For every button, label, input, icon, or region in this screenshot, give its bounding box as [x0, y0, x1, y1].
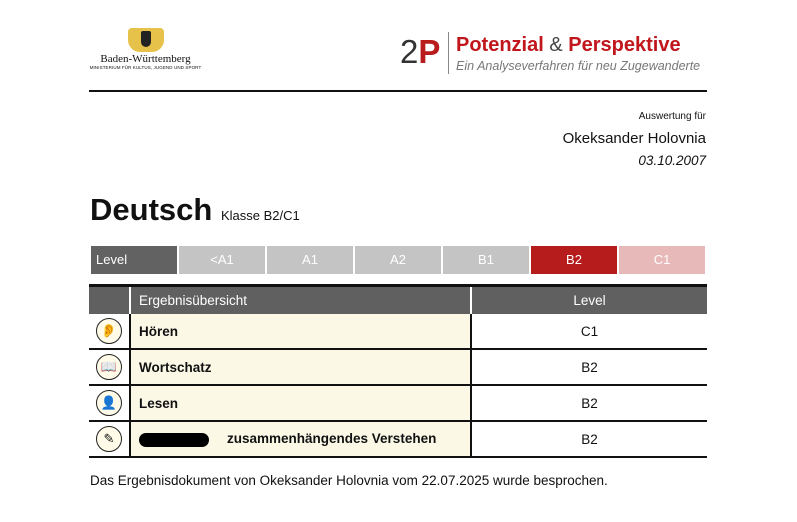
- brand-ampersand: &: [549, 34, 563, 56]
- table-row: 📖 Wortschatz B2: [89, 349, 707, 386]
- header-icon-col: [89, 284, 130, 314]
- level-cell-active: B2: [531, 246, 617, 274]
- ministry-name: Baden-Württemberg: [100, 53, 191, 65]
- skill-level: B2: [471, 421, 707, 458]
- ministry-logo: Baden-Württemberg MINISTERIUM FÜR KULTUS…: [88, 28, 203, 78]
- level-cell: <A1: [179, 246, 265, 274]
- skill-level: C1: [471, 314, 707, 350]
- table-row: ✎ zusammenhängendes Verstehen B2: [89, 421, 707, 458]
- coat-of-arms-icon: [127, 28, 164, 52]
- footer-note: Das Ergebnisdokument von Okeksander Holo…: [90, 473, 608, 488]
- brand-mark-number: 2: [400, 33, 419, 70]
- level-cell: A2: [355, 246, 441, 274]
- skill-name: Lesen: [129, 385, 472, 422]
- evaluation-date: 03.10.2007: [638, 153, 706, 168]
- brand-title-a: Potenzial: [456, 34, 544, 56]
- table-header: Ergebnisübersicht Level: [89, 284, 707, 314]
- skill-level: B2: [471, 349, 707, 386]
- book-icon: 📖: [96, 354, 122, 380]
- subject-title: Deutsch: [90, 192, 213, 227]
- header-level: Level: [470, 284, 707, 314]
- brand-title: Potenzial & Perspektive: [456, 34, 681, 57]
- redaction-mark: [139, 432, 209, 447]
- pen-icon: ✎: [96, 426, 122, 452]
- brand-title-b: Perspektive: [568, 34, 681, 56]
- person-name: Okeksander Holovnia: [562, 130, 706, 147]
- header-results: Ergebnisübersicht: [129, 284, 471, 314]
- brand-mark: 2P: [400, 33, 440, 71]
- header-divider: [89, 90, 707, 92]
- evaluation-label: Auswertung für: [638, 111, 706, 122]
- skill-name: zusammenhängendes Verstehen: [227, 431, 437, 447]
- brand-divider: [448, 32, 449, 74]
- subject-class: Klasse B2/C1: [220, 208, 300, 223]
- table-row: 👂 Hören C1: [89, 314, 707, 350]
- ear-icon: 👂: [96, 318, 122, 344]
- level-cell: C1: [619, 246, 705, 274]
- skill-name: Hören: [129, 314, 472, 350]
- brand-mark-letter: P: [418, 33, 441, 70]
- subject-heading: Deutsch Klasse B2/C1: [90, 192, 300, 228]
- level-cell: B1: [443, 246, 529, 274]
- results-table: Ergebnisübersicht Level 👂 Hören C1 📖 Wor…: [89, 284, 707, 458]
- reader-icon: 👤: [96, 390, 122, 416]
- skill-level: B2: [471, 385, 707, 422]
- skill-name-cell: zusammenhängendes Verstehen: [129, 421, 472, 458]
- level-cell: A1: [267, 246, 353, 274]
- table-row: 👤 Lesen B2: [89, 385, 707, 422]
- ministry-subtitle: MINISTERIUM FÜR KULTUS, JUGEND UND SPORT: [89, 65, 202, 70]
- skill-name: Wortschatz: [129, 349, 472, 386]
- level-scale: Level <A1 A1 A2 B1 B2 C1: [91, 246, 705, 274]
- level-scale-label: Level: [91, 246, 177, 274]
- brand-subtitle: Ein Analyseverfahren für neu Zugewandert…: [456, 59, 701, 73]
